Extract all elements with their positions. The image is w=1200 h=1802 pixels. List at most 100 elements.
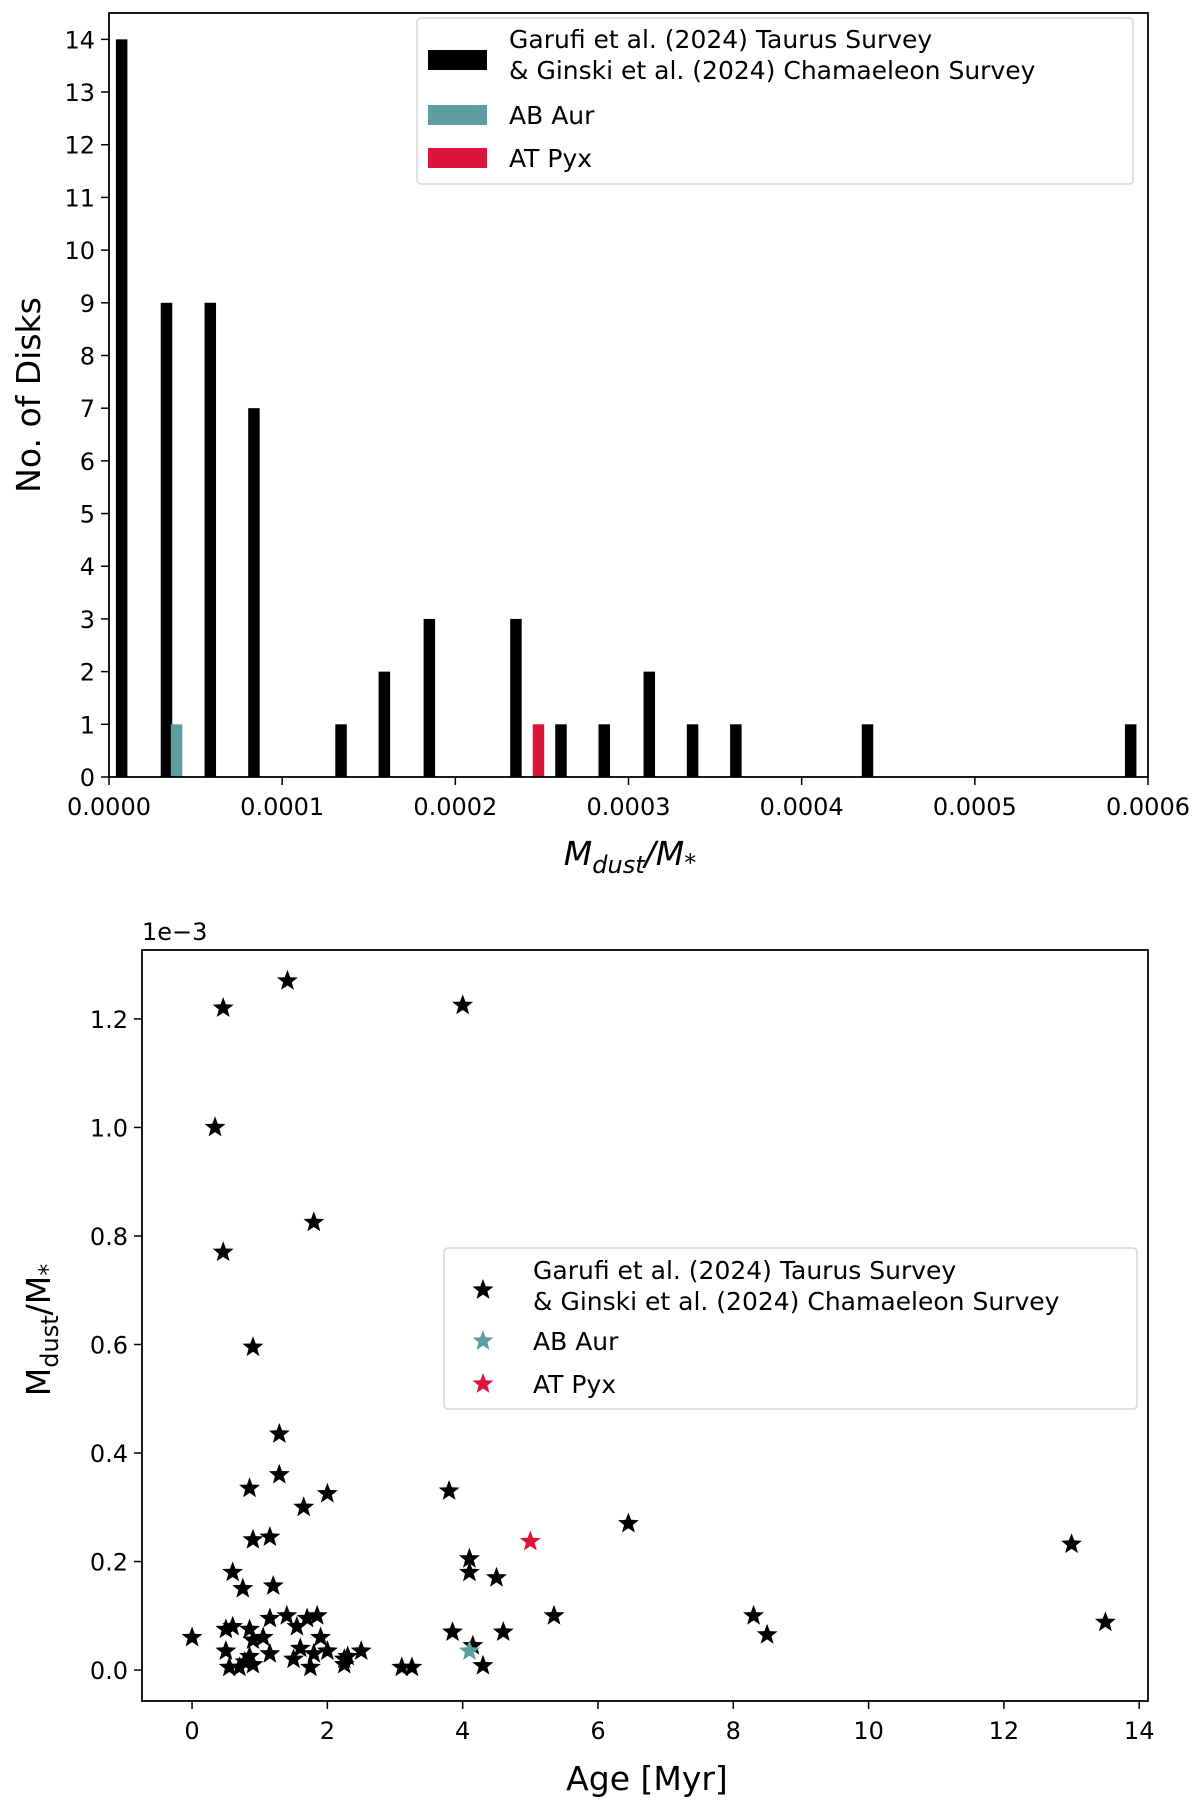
- scatter-point-survey: [239, 1477, 260, 1498]
- histogram-bar-survey: [204, 302, 217, 777]
- x-tick-label: 8: [726, 1717, 741, 1745]
- legend-marker: [472, 1373, 494, 1393]
- axes-frame: [141, 949, 1149, 1702]
- scatter-chart: 0 2 4 6 8 10 12 14 0.0 0.2 0.4 0.6 0.8 1.0 1.2 1e−3 Age …: [19, 918, 1154, 1798]
- y-tick-label: 0.6: [90, 1331, 128, 1359]
- x-tick-label: 4: [455, 1717, 470, 1745]
- x-tick-label: 0.0002: [413, 793, 497, 821]
- scatter-point-survey: [337, 1645, 359, 1666]
- y-tick-label: 14: [64, 26, 95, 54]
- histogram-bar-survey: [686, 724, 699, 777]
- x-tick-label: 0.0004: [760, 793, 844, 821]
- legend-swatch: [428, 50, 487, 70]
- scatter-point-survey: [229, 1656, 250, 1677]
- scatter-point-survey: [452, 994, 474, 1015]
- legend-label: & Ginski et al. (2024) Chamaeleon Survey: [533, 1287, 1060, 1316]
- legend-box: [416, 17, 1134, 185]
- scatter-point-survey: [1094, 1611, 1116, 1632]
- x-tick-label: 6: [590, 1717, 605, 1745]
- scatter-point-survey: [222, 1615, 244, 1636]
- y-tick-label: 0: [80, 764, 95, 792]
- scatter-point-survey: [276, 1604, 298, 1625]
- scatter-point-survey: [239, 1618, 260, 1639]
- legend-label: AB Aur: [509, 101, 595, 130]
- scatter-point-survey: [486, 1566, 507, 1587]
- scatter-point-survey: [316, 1482, 338, 1503]
- legend: Garufi et al. (2024) Taurus Survey& Gins…: [416, 17, 1134, 185]
- y-tick-label: 3: [80, 606, 95, 634]
- scatter-point-at-pyx: [519, 1530, 541, 1551]
- scatter-point-survey: [293, 1496, 315, 1517]
- y-tick-label: 0.8: [90, 1223, 128, 1251]
- y-tick-label: 9: [80, 290, 95, 318]
- scatter-point-survey: [462, 1634, 484, 1655]
- scatter-point-survey: [289, 1637, 311, 1658]
- y-axis-label: No. of Disks: [9, 297, 48, 493]
- legend: Garufi et al. (2024) Taurus Survey& Gins…: [443, 1247, 1138, 1410]
- legend-label: AT Pyx: [533, 1370, 616, 1399]
- scatter-point-survey: [286, 1615, 308, 1636]
- histogram-bar-survey: [335, 724, 347, 777]
- axes-frame: [108, 12, 1149, 778]
- legend-label: Garufi et al. (2024) Taurus Survey: [509, 25, 932, 54]
- y-tick-label: 11: [64, 184, 95, 212]
- scatter-point-survey: [212, 997, 234, 1017]
- legend-box: [443, 1247, 1138, 1410]
- legend-swatch: [428, 105, 487, 125]
- scatter-point-survey: [391, 1656, 413, 1677]
- histogram-bar-at-pyx: [532, 724, 545, 777]
- scatter-point-survey: [303, 1211, 325, 1232]
- x-tick-label: 2: [320, 1717, 335, 1745]
- scatter-point-survey: [743, 1604, 764, 1625]
- histogram-bar-survey: [160, 302, 173, 777]
- y-tick-label: 12: [64, 132, 95, 160]
- scatter-point-survey: [277, 969, 298, 990]
- scatter-point-survey: [316, 1640, 338, 1660]
- y-tick-label: 1.0: [90, 1114, 128, 1142]
- x-tick-label: 0.0005: [933, 793, 1017, 821]
- scatter-point-survey: [1061, 1533, 1082, 1554]
- scatter-point-survey: [350, 1640, 372, 1660]
- scatter-point-survey: [268, 1423, 290, 1443]
- histogram-bar-survey: [510, 618, 522, 777]
- scatter-point-survey: [259, 1607, 281, 1628]
- scatter-point-survey: [401, 1656, 423, 1677]
- x-tick-label: 0.0003: [587, 793, 671, 821]
- scatter-point-survey: [283, 1648, 304, 1669]
- scatter-point-survey: [232, 1577, 254, 1598]
- y-tick-label: 4: [80, 553, 95, 581]
- scatter-point-survey: [239, 1645, 260, 1666]
- y-tick-label: 8: [80, 342, 95, 370]
- scatter-point-survey: [204, 1116, 226, 1137]
- scatter-point-survey: [618, 1512, 639, 1533]
- x-tick-label: 0.0000: [67, 793, 151, 821]
- legend-label: AB Aur: [533, 1327, 619, 1356]
- histogram-bar-survey: [378, 671, 391, 777]
- legend-marker: [472, 1330, 494, 1350]
- scatter-point-survey: [262, 1575, 284, 1595]
- scatter-point-survey: [442, 1621, 463, 1641]
- scatter-point-survey: [543, 1604, 565, 1625]
- scatter-point-survey: [333, 1653, 355, 1674]
- histogram-bar-ab-aur: [170, 724, 183, 777]
- scatter-point-survey: [438, 1480, 460, 1500]
- histogram-bar-survey: [730, 724, 742, 777]
- x-tick-label: 10: [853, 1717, 884, 1745]
- scatter-point-survey: [218, 1656, 240, 1677]
- legend-label: Garufi et al. (2024) Taurus Survey: [533, 1256, 956, 1285]
- y-tick-label: 1.2: [90, 1006, 128, 1034]
- y-tick-label: 2: [80, 659, 95, 687]
- x-tick-label: 14: [1124, 1717, 1155, 1745]
- y-tick-label: 0.4: [90, 1440, 128, 1468]
- y-tick-label: 13: [64, 79, 95, 107]
- histogram-bar-survey: [423, 618, 436, 777]
- scatter-point-survey: [242, 1528, 264, 1549]
- scatter-point-survey: [259, 1642, 281, 1663]
- y-tick-label: 6: [80, 448, 95, 476]
- x-tick-label: 12: [989, 1717, 1020, 1745]
- scatter-point-survey: [242, 1653, 264, 1674]
- scatter-point-survey: [268, 1463, 290, 1484]
- histogram-bar-survey: [598, 724, 611, 777]
- scatter-point-survey: [242, 1336, 264, 1357]
